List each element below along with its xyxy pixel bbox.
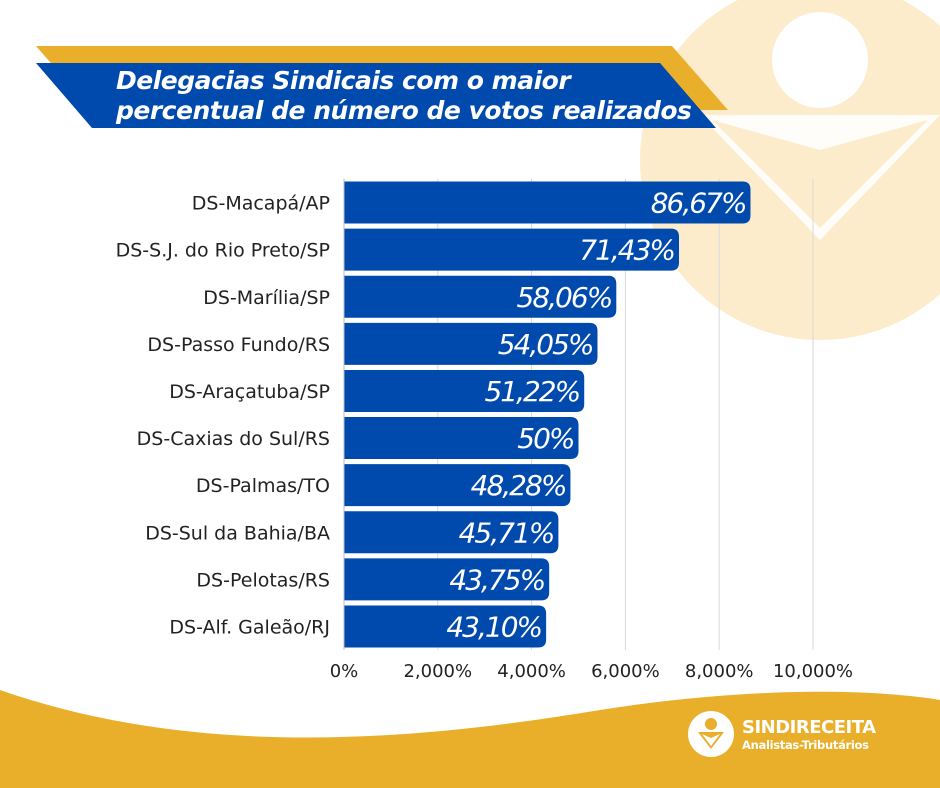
category-label: DS-Caxias do Sul/RS [137,428,330,450]
category-label: DS-Passo Fundo/RS [147,334,330,356]
bar [344,417,579,460]
x-tick-label: 10,000% [773,661,853,682]
bar [344,322,598,365]
category-label: DS-Alf. Galeão/RJ [169,616,330,638]
sindireceita-logo: SINDIRECEITA Analistas-Tributários [688,711,876,757]
bar-value-label: 43,75% [449,563,544,596]
category-label: DS-Palmas/TO [196,475,330,497]
bar [344,605,547,648]
watermark-logo [640,0,940,340]
category-label: DS-Sul da Bahia/BA [145,522,330,544]
category-label: DS-Pelotas/RS [196,569,330,591]
chart-title: Delegacias Sindicais com o maior percent… [116,66,692,125]
x-tick-label: 8,000% [685,661,754,682]
category-label: DS-S.J. do Rio Preto/SP [116,240,330,262]
bar [344,511,559,554]
bar [344,464,571,507]
bar [344,369,585,412]
bar-value-label: 50% [517,422,574,455]
x-tick-label: 6,000% [591,661,660,682]
bar [344,275,617,318]
logo-subtitle: Analistas-Tributários [742,737,869,752]
bar [344,558,550,601]
category-label: DS-Marília/SP [203,287,330,309]
sindireceita-emblem-icon [688,711,734,757]
x-tick-label: 4,000% [497,661,566,682]
bar-value-label: 48,28% [471,469,566,502]
bar-value-label: 71,43% [579,234,674,267]
x-tick-label: 0% [330,661,359,682]
bar-value-label: 45,71% [459,516,554,549]
title-banner [36,63,716,128]
bar-value-label: 54,05% [498,328,593,361]
category-label: DS-Macapá/AP [192,193,330,215]
bar-value-label: 86,67% [651,187,746,220]
bar [344,228,680,271]
category-label: DS-Araçatuba/SP [169,381,330,403]
x-tick-label: 2,000% [403,661,472,682]
bar [344,181,751,224]
bar-value-label: 58,06% [517,281,612,314]
logo-name: SINDIRECEITA [742,716,876,738]
bar-value-label: 51,22% [484,375,579,408]
bar-value-label: 43,10% [446,610,541,643]
